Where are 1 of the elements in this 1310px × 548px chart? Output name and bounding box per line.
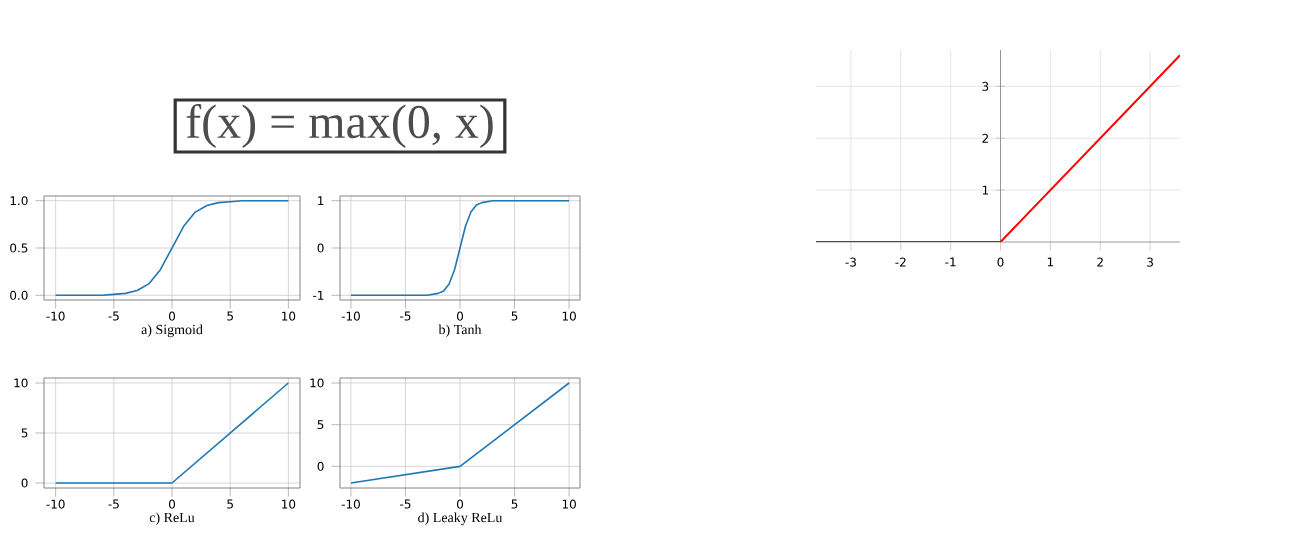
text: f(x) = max(0, x) [186, 104, 493, 149]
